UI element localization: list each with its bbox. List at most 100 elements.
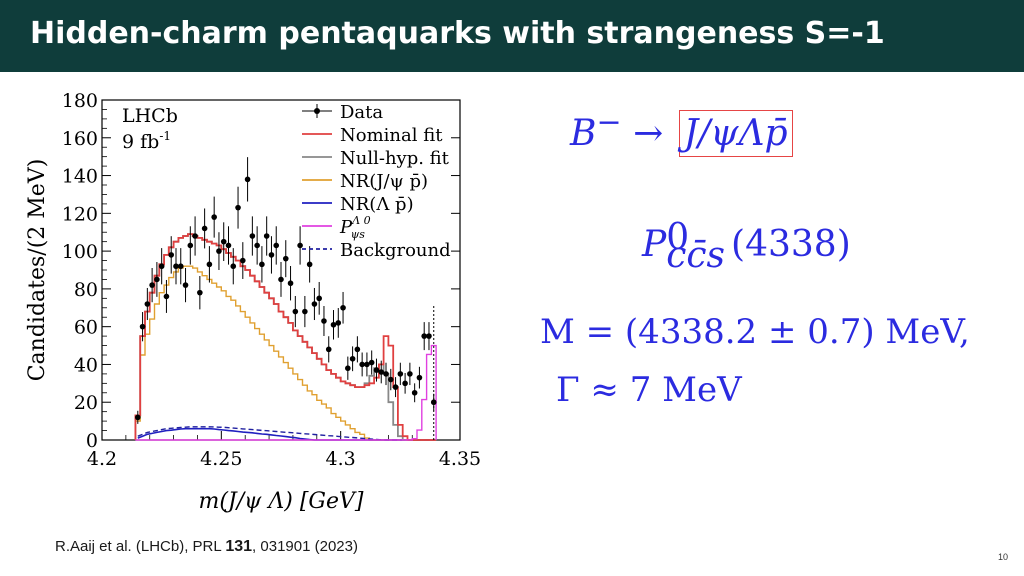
data-point	[402, 380, 408, 387]
data-point	[345, 365, 351, 372]
data-point	[383, 371, 389, 377]
mass-spectrum-plot: 0 20 40 60 80 100 120 140 160 180 4.2 4.25 4.3 4.35 LH…	[20, 88, 490, 520]
y-tick-label: 140	[62, 166, 98, 188]
x-tick-label: 4.25	[200, 448, 242, 470]
legend-marker-data	[314, 108, 320, 114]
data-point	[349, 355, 356, 362]
data-point	[340, 304, 346, 311]
data-point	[359, 361, 365, 368]
data-point	[411, 389, 418, 396]
mass-equation: M = (4338.2 ± 0.7) MeV,	[540, 312, 970, 352]
data-point	[139, 323, 146, 330]
data-point	[259, 261, 265, 268]
legend-label: Background	[340, 240, 451, 261]
data-point	[225, 242, 232, 249]
data-point	[220, 238, 227, 245]
data-point	[387, 376, 394, 383]
nr-jpsi-p-curve	[134, 265, 437, 441]
x-tick-label: 4.2	[87, 448, 117, 470]
data-point	[182, 282, 189, 288]
data-point	[392, 384, 399, 390]
data-point	[192, 233, 198, 239]
data-point	[335, 320, 342, 326]
b-meson: B	[570, 113, 597, 154]
state-p: P	[642, 224, 667, 265]
data-point	[378, 369, 385, 375]
b-charge: −	[596, 105, 622, 140]
x-axis-label: m(J/ψ Λ) [GeV]	[198, 489, 363, 514]
data-point	[149, 282, 155, 288]
data-point	[135, 414, 141, 421]
experiment-label: LHCb	[122, 105, 178, 127]
data-point	[163, 293, 170, 300]
data-point	[407, 371, 413, 377]
legend-label: PΛ 0 ψs	[339, 214, 371, 241]
data-point	[244, 176, 251, 183]
data-point	[325, 346, 332, 353]
width-equation: Γ ≈ 7 MeV	[556, 370, 742, 410]
chart-svg: 0 20 40 60 80 100 120 140 160 180 4.2 4.25 4.3 4.35 LH…	[25, 90, 481, 514]
data-point	[282, 255, 289, 262]
luminosity-label: 9 fb-1	[122, 129, 171, 153]
y-tick-label: 40	[74, 354, 98, 376]
data-point	[297, 242, 303, 249]
decay-arrow: →	[633, 113, 664, 154]
data-point	[287, 280, 294, 287]
data-point	[421, 333, 428, 339]
slide-title: Hidden-charm pentaquarks with strangenes…	[30, 16, 885, 51]
nr-lambda-p-curve	[137, 427, 434, 441]
ref-prefix: R.Aaij et al. (LHCb), PRL	[55, 538, 226, 555]
data-point	[302, 308, 308, 315]
data-point	[249, 233, 256, 239]
y-tick-label: 120	[62, 203, 98, 225]
legend-label: Nominal fit	[340, 125, 443, 146]
data-point	[187, 242, 194, 249]
nominal-fit-curve	[134, 233, 437, 441]
legend-label: NR(J/ψ p̄)	[340, 171, 428, 192]
state-mass-label: (4338)	[731, 224, 851, 265]
data-point	[311, 301, 318, 307]
legend-label: NR(Λ p̄)	[340, 194, 414, 215]
data-point	[330, 321, 337, 328]
legend-label: Data	[340, 102, 383, 123]
data-point	[263, 233, 270, 239]
data-point	[254, 242, 260, 249]
y-tick-label: 0	[86, 430, 98, 452]
pentaquark-state: P0 cc̄s (4338)	[642, 220, 851, 274]
data-point	[416, 374, 423, 381]
pentaquark-curve	[135, 344, 437, 441]
y-tick-label: 60	[74, 317, 98, 339]
data-point	[197, 289, 203, 296]
data-point	[278, 276, 284, 283]
data-point	[354, 346, 361, 353]
data-point	[268, 252, 275, 258]
data-point	[216, 248, 222, 254]
data-point	[373, 367, 380, 373]
y-tick-label: 160	[62, 128, 98, 150]
data-point	[397, 371, 404, 377]
y-axis-label: Candidates/(2 MeV)	[25, 159, 50, 382]
y-tick-label: 20	[74, 392, 98, 414]
ref-suffix: , 031901 (2023)	[252, 538, 358, 555]
data-point	[177, 263, 184, 270]
data-point	[364, 361, 370, 368]
data-point	[211, 214, 217, 220]
data-point	[368, 359, 375, 366]
decay-equation: B− → J/ψΛp̄	[570, 105, 793, 157]
y-tick-label: 80	[74, 279, 98, 301]
data-point	[201, 225, 208, 232]
data-point	[144, 301, 151, 307]
y-tick-label: 100	[62, 241, 98, 263]
data-point	[273, 242, 280, 249]
data-point	[316, 295, 322, 302]
reference-citation: R.Aaij et al. (LHCb), PRL 131, 031901 (2…	[55, 538, 358, 556]
x-tick-label: 4.3	[326, 448, 356, 470]
legend-label: Null-hyp. fit	[340, 148, 450, 169]
data-point	[292, 308, 299, 315]
data-point	[206, 261, 213, 268]
data-point	[235, 204, 241, 211]
data-point	[173, 263, 179, 270]
data-point	[230, 263, 237, 270]
title-bar: Hidden-charm pentaquarks with strangenes…	[0, 0, 1024, 72]
page-number: 10	[998, 552, 1009, 562]
